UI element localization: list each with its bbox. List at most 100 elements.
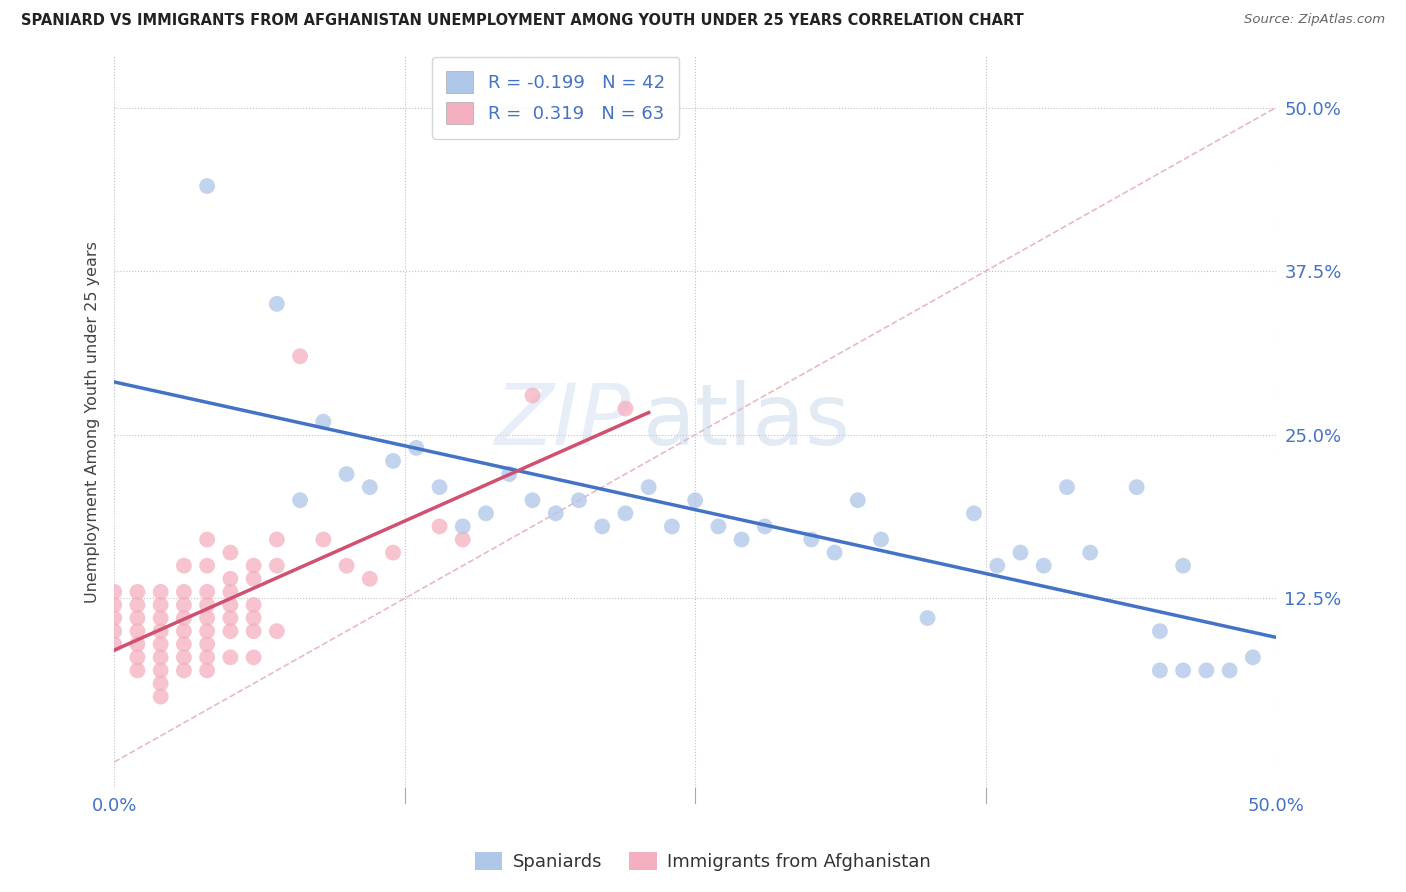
Point <box>242 611 264 625</box>
Point <box>103 624 125 639</box>
Point <box>614 401 637 416</box>
Point <box>103 585 125 599</box>
Point <box>1171 664 1194 678</box>
Text: SPANIARD VS IMMIGRANTS FROM AFGHANISTAN UNEMPLOYMENT AMONG YOUTH UNDER 25 YEARS : SPANIARD VS IMMIGRANTS FROM AFGHANISTAN … <box>21 13 1024 29</box>
Point <box>173 664 195 678</box>
Point <box>242 572 264 586</box>
Point <box>149 664 172 678</box>
Point <box>195 558 218 573</box>
Point <box>127 624 149 639</box>
Point <box>451 533 474 547</box>
Point <box>219 545 242 559</box>
Point <box>173 624 195 639</box>
Point <box>846 493 869 508</box>
Point <box>173 637 195 651</box>
Point <box>683 493 706 508</box>
Point <box>103 611 125 625</box>
Text: atlas: atlas <box>643 380 851 463</box>
Point <box>637 480 659 494</box>
Point <box>219 585 242 599</box>
Point <box>149 598 172 612</box>
Point <box>219 624 242 639</box>
Point <box>661 519 683 533</box>
Text: Source: ZipAtlas.com: Source: ZipAtlas.com <box>1244 13 1385 27</box>
Point <box>127 611 149 625</box>
Point <box>359 480 381 494</box>
Point <box>242 624 264 639</box>
Point <box>1125 480 1147 494</box>
Point <box>242 650 264 665</box>
Point <box>1171 558 1194 573</box>
Point <box>614 506 637 520</box>
Point <box>103 637 125 651</box>
Point <box>335 558 357 573</box>
Point <box>127 664 149 678</box>
Point <box>266 533 288 547</box>
Point <box>1078 545 1101 559</box>
Point <box>730 533 752 547</box>
Point <box>288 493 311 508</box>
Point <box>195 624 218 639</box>
Point <box>870 533 893 547</box>
Point <box>405 441 427 455</box>
Point <box>149 690 172 704</box>
Point <box>242 598 264 612</box>
Point <box>242 558 264 573</box>
Point <box>522 388 544 402</box>
Point <box>754 519 776 533</box>
Point <box>173 611 195 625</box>
Point <box>1010 545 1032 559</box>
Point <box>103 598 125 612</box>
Point <box>1032 558 1054 573</box>
Point <box>382 545 405 559</box>
Point <box>149 585 172 599</box>
Y-axis label: Unemployment Among Youth under 25 years: Unemployment Among Youth under 25 years <box>86 241 100 603</box>
Point <box>266 558 288 573</box>
Point <box>917 611 939 625</box>
Point <box>1195 664 1218 678</box>
Point <box>312 415 335 429</box>
Point <box>195 598 218 612</box>
Point <box>986 558 1008 573</box>
Point <box>127 585 149 599</box>
Point <box>149 637 172 651</box>
Point <box>127 650 149 665</box>
Point <box>591 519 613 533</box>
Point <box>219 598 242 612</box>
Point <box>335 467 357 481</box>
Point <box>429 519 451 533</box>
Point <box>195 637 218 651</box>
Point <box>149 611 172 625</box>
Point <box>1219 664 1241 678</box>
Point <box>149 624 172 639</box>
Point <box>195 664 218 678</box>
Point <box>195 611 218 625</box>
Point <box>149 650 172 665</box>
Point <box>498 467 520 481</box>
Point <box>195 650 218 665</box>
Point <box>149 676 172 690</box>
Point <box>266 624 288 639</box>
Point <box>707 519 730 533</box>
Point <box>800 533 823 547</box>
Point <box>195 179 218 194</box>
Point <box>568 493 591 508</box>
Point <box>1241 650 1264 665</box>
Point <box>824 545 846 559</box>
Point <box>219 611 242 625</box>
Point <box>451 519 474 533</box>
Legend: Spaniards, Immigrants from Afghanistan: Spaniards, Immigrants from Afghanistan <box>468 845 938 879</box>
Point <box>127 637 149 651</box>
Text: ZIP: ZIP <box>495 380 631 463</box>
Point <box>173 650 195 665</box>
Point <box>127 598 149 612</box>
Point <box>173 598 195 612</box>
Point <box>382 454 405 468</box>
Legend: R = -0.199   N = 42, R =  0.319   N = 63: R = -0.199 N = 42, R = 0.319 N = 63 <box>432 57 679 139</box>
Point <box>1056 480 1078 494</box>
Point <box>266 297 288 311</box>
Point <box>312 533 335 547</box>
Point <box>288 349 311 363</box>
Point <box>219 572 242 586</box>
Point <box>195 533 218 547</box>
